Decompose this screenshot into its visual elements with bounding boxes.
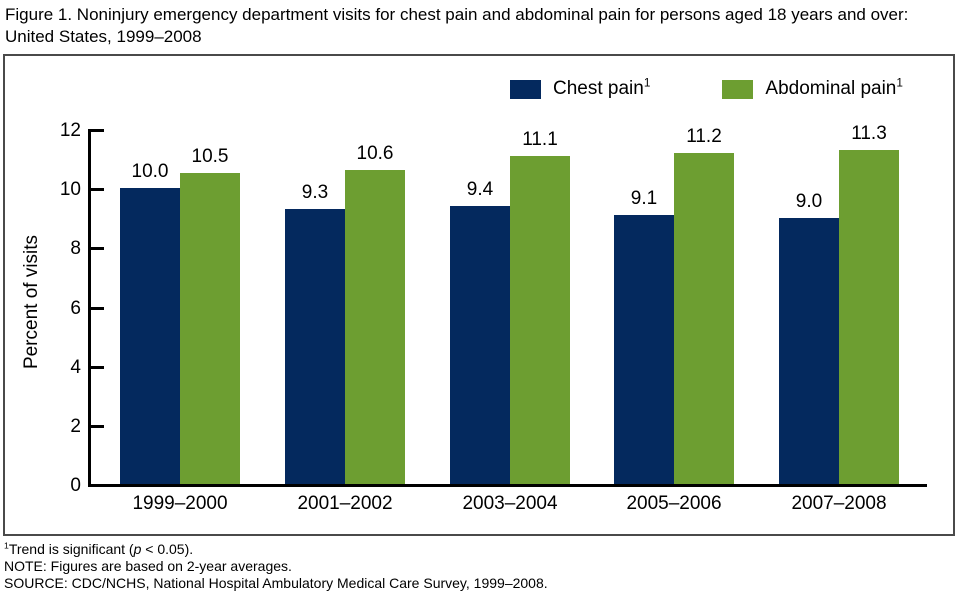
- bar-value-label: 10.5: [191, 146, 229, 167]
- legend-footnote-marker: 1: [643, 76, 651, 90]
- y-tick: [88, 425, 104, 428]
- bar-value-label: 11.1: [522, 129, 558, 150]
- footnote-text: Trend is significant (: [8, 541, 134, 557]
- y-tick: [88, 247, 104, 250]
- bar-abdominal-pain: [345, 170, 405, 484]
- x-category-label: 2001–2002: [297, 493, 393, 514]
- y-tick-label: 8: [70, 237, 81, 259]
- bar-value-label: 9.1: [630, 188, 658, 209]
- legend-text: Abdominal pain: [765, 78, 897, 99]
- y-tick-label: 0: [70, 474, 81, 496]
- bar-value-label: 10.0: [131, 161, 169, 182]
- legend-swatch-chest-pain: [510, 79, 541, 99]
- legend-text: Chest pain: [553, 78, 644, 99]
- y-tick-label: 2: [70, 415, 81, 437]
- bar-chest-pain: [120, 188, 180, 484]
- y-tick: [88, 188, 104, 191]
- bar-value-label: 11.2: [686, 126, 722, 147]
- bar-chest-pain: [285, 209, 345, 484]
- footnote-note: NOTE: Figures are based on 2-year averag…: [4, 558, 292, 574]
- bar-abdominal-pain: [839, 150, 899, 484]
- y-tick: [88, 366, 104, 369]
- bar-chest-pain: [614, 215, 674, 484]
- y-tick: [88, 129, 104, 132]
- x-axis-line: [88, 484, 927, 487]
- bar-value-label: 9.4: [466, 179, 494, 200]
- legend-item-chest-pain: Chest pain1: [510, 76, 651, 100]
- y-tick-label: 12: [59, 119, 81, 141]
- plot-area: 0 2 4 6 8 10 12 10.0 9.3 9.4 9.1 9.0 10.5 10.6 11.1 11.…: [5, 56, 953, 534]
- footnote-text: < 0.05).: [141, 541, 194, 557]
- footnote-marker: 1: [4, 540, 9, 551]
- bar-value-label: 10.6: [356, 143, 394, 164]
- footnote-source: SOURCE: CDC/NCHS, National Hospital Ambu…: [4, 575, 548, 591]
- legend-label-chest-pain: Chest pain1: [553, 76, 651, 100]
- chart-legend: Chest pain1 Abdominal pain1: [510, 76, 903, 100]
- figure-title-line1: Figure 1. Noninjury emergency department…: [5, 5, 909, 24]
- bar-chest-pain: [779, 218, 839, 484]
- chart-frame: Chest pain1 Abdominal pain1 Percent of v…: [3, 54, 955, 536]
- legend-footnote-marker: 1: [896, 76, 903, 90]
- bar-value-label: 11.3: [851, 123, 887, 144]
- legend-label-abdominal-pain: Abdominal pain1: [765, 76, 903, 100]
- footnotes: 1Trend is significant (p < 0.05). NOTE: …: [4, 541, 548, 592]
- y-tick: [88, 307, 104, 310]
- y-tick-label: 10: [59, 178, 81, 200]
- bar-chest-pain: [450, 206, 510, 484]
- bar-value-label: 9.3: [301, 182, 329, 203]
- x-category-label: 2007–2008: [791, 493, 887, 514]
- footnote-p-italic: p: [133, 541, 142, 557]
- legend-swatch-abdominal-pain: [722, 79, 754, 99]
- y-tick-label: 4: [70, 356, 81, 378]
- y-tick-label: 6: [70, 297, 81, 319]
- bar-abdominal-pain: [674, 153, 734, 484]
- x-category-label: 2003–2004: [462, 493, 558, 514]
- bar-abdominal-pain: [180, 173, 240, 484]
- footnote-significance: 1Trend is significant (p < 0.05).: [4, 541, 548, 558]
- bar-abdominal-pain: [510, 156, 570, 484]
- bar-value-label: 9.0: [795, 191, 823, 212]
- legend-item-abdominal-pain: Abdominal pain1: [722, 76, 903, 100]
- x-category-label: 2005–2006: [626, 493, 722, 514]
- x-category-label: 1999–2000: [132, 493, 228, 514]
- figure-title-line2: United States, 1999–2008: [5, 27, 202, 46]
